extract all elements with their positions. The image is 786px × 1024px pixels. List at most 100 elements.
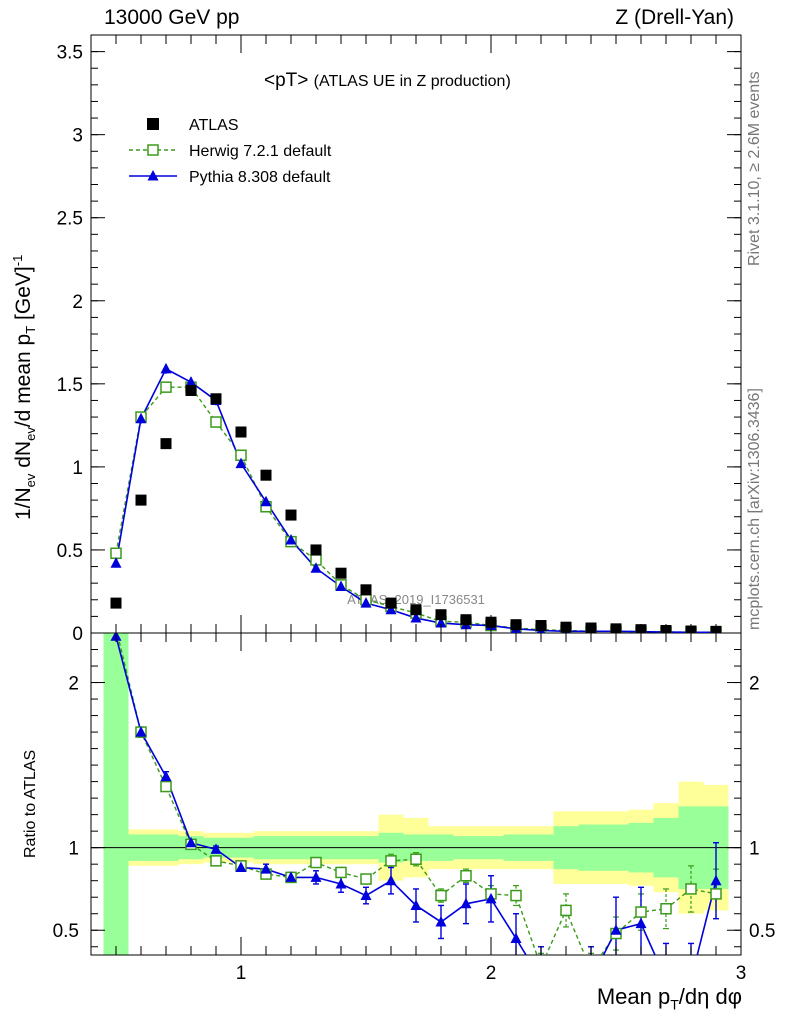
header-right-label: Z (Drell-Yan) — [615, 6, 734, 29]
atlas-marker — [260, 469, 272, 481]
pythia-ratio-marker — [360, 889, 372, 901]
y-tick-label: 0.5 — [57, 541, 83, 562]
herwig-ratio-marker — [586, 965, 596, 975]
pythia-ratio-marker — [435, 915, 447, 927]
pythia-ratio-marker — [260, 863, 272, 874]
legend-pythia-marker — [147, 170, 159, 181]
pythia-ratio-marker — [536, 974, 547, 985]
pythia-marker — [435, 617, 447, 628]
mcplots-reference-label: mcplots.cern.ch [arXiv:1306.3436] — [746, 388, 763, 630]
pythia-ratio-marker — [710, 874, 722, 886]
ratio-y-tick-label-right: 2 — [749, 674, 760, 695]
y-tick-label: 3.5 — [57, 43, 83, 64]
legend-herwig-marker — [147, 144, 159, 156]
pythia-ratio-marker — [210, 843, 222, 854]
pythia-marker — [310, 562, 322, 573]
pythia-marker — [110, 557, 122, 568]
pythia-ratio-marker — [235, 861, 247, 872]
pythia-ratio-marker — [285, 871, 297, 882]
y-tick-label: 0 — [72, 624, 83, 645]
pythia-ratio-marker — [185, 836, 197, 848]
x-axis-label: Mean pT/dη dφ — [596, 984, 742, 1013]
herwig-ratio-marker — [210, 855, 222, 867]
data-series: ATLAS_2019_I1736531 — [110, 362, 722, 1010]
pythia-marker — [135, 412, 147, 424]
ratio-y-tick-label-right: 0.5 — [749, 921, 775, 942]
main-panel-series — [110, 362, 722, 633]
main-y-axis-label: 1/Nev dNev/d mean pT [GeV]-1 — [10, 254, 39, 520]
pythia-marker — [235, 457, 247, 469]
pythia-marker — [260, 495, 272, 507]
pythia-marker — [160, 362, 172, 374]
y-tick-label: 1.5 — [57, 375, 83, 396]
herwig-ratio-marker — [536, 962, 546, 972]
ratio-y-tick-label: 1 — [68, 839, 79, 860]
herwig-ratio-marker — [660, 903, 672, 915]
herwig-ratio-marker — [710, 888, 722, 900]
pythia-marker — [385, 603, 397, 615]
herwig-ratio-marker — [410, 853, 422, 865]
pythia-ratio-marker — [335, 877, 347, 889]
pythia-ratio-marker — [686, 974, 697, 985]
pythia-ratio-marker — [410, 899, 422, 910]
atlas-marker — [110, 597, 122, 609]
pythia-marker — [185, 376, 197, 387]
x-tick-label: 3 — [736, 963, 747, 984]
herwig-ratio-marker — [685, 883, 697, 895]
pythia-ratio-marker — [485, 892, 497, 904]
plot-title-main: <pT> — [264, 70, 309, 91]
legend-label: Pythia 8.308 default — [189, 169, 331, 186]
ratio-y-tick-label: 2 — [68, 674, 79, 695]
herwig-marker — [160, 381, 172, 393]
pythia-marker — [285, 533, 297, 545]
ratio-y-tick-label: 0.5 — [53, 921, 79, 942]
legend-label: Herwig 7.2.1 default — [189, 143, 332, 160]
atlas-marker — [135, 494, 147, 506]
legend-atlas-marker — [147, 118, 159, 130]
herwig-ratio-marker — [335, 866, 347, 879]
pythia-marker — [335, 580, 347, 591]
pythia-ratio-marker — [135, 726, 147, 737]
herwig-ratio-marker — [635, 906, 647, 918]
plot-title: <pT> (ATLAS UE in Z production) — [264, 70, 511, 92]
pythia-ratio-marker — [586, 974, 597, 985]
herwig-marker — [210, 416, 222, 428]
pythia-ratio-marker — [635, 917, 647, 929]
ratio-y-axis-label: Ratio to ATLAS — [22, 749, 39, 858]
pythia-ratio-marker — [385, 874, 397, 886]
pythia-ratio-marker — [510, 932, 522, 943]
atlas-marker — [360, 584, 372, 596]
herwig-marker — [110, 547, 122, 560]
atlas-marker — [210, 393, 222, 405]
pythia-ratio-marker — [310, 871, 322, 882]
pythia-ratio-marker — [160, 770, 172, 782]
y-tick-label: 3 — [72, 126, 83, 147]
header-left-label: 13000 GeV pp — [104, 6, 240, 29]
atlas-marker — [385, 597, 397, 609]
rivet-version-label: Rivet 3.1.10, ≥ 2.6M events — [746, 71, 763, 266]
atlas-marker — [435, 609, 447, 621]
herwig-ratio-marker — [460, 869, 472, 882]
pythia-marker — [360, 597, 372, 608]
atlas-marker — [460, 614, 472, 626]
axis-ticks: 0 0.5 1 1.5 2 2.5 3 3.5 0.5 0.5 1 1 2 2 1 2 3 — [53, 34, 775, 984]
x-tick-label: 1 — [236, 963, 247, 984]
y-tick-label: 2 — [72, 292, 83, 313]
ratio-panel-series — [110, 633, 722, 1010]
atlas-marker — [185, 384, 197, 396]
herwig-ratio-marker — [310, 856, 322, 869]
pythia-ratio-marker — [460, 897, 472, 909]
legend-label: ATLAS — [189, 117, 239, 134]
atlas-marker — [235, 426, 247, 438]
band-inner — [103, 633, 129, 955]
pythia-marker — [410, 612, 422, 623]
ratio-y-tick-label-right: 1 — [749, 839, 760, 860]
pythia-ratio-marker — [561, 999, 572, 1010]
atlas-marker — [410, 604, 422, 616]
pythia-ratio-marker — [610, 924, 622, 935]
atlas-marker — [160, 438, 172, 450]
atlas-marker — [310, 544, 322, 556]
y-tick-label: 2.5 — [57, 209, 83, 230]
herwig-ratio-marker — [160, 780, 172, 793]
